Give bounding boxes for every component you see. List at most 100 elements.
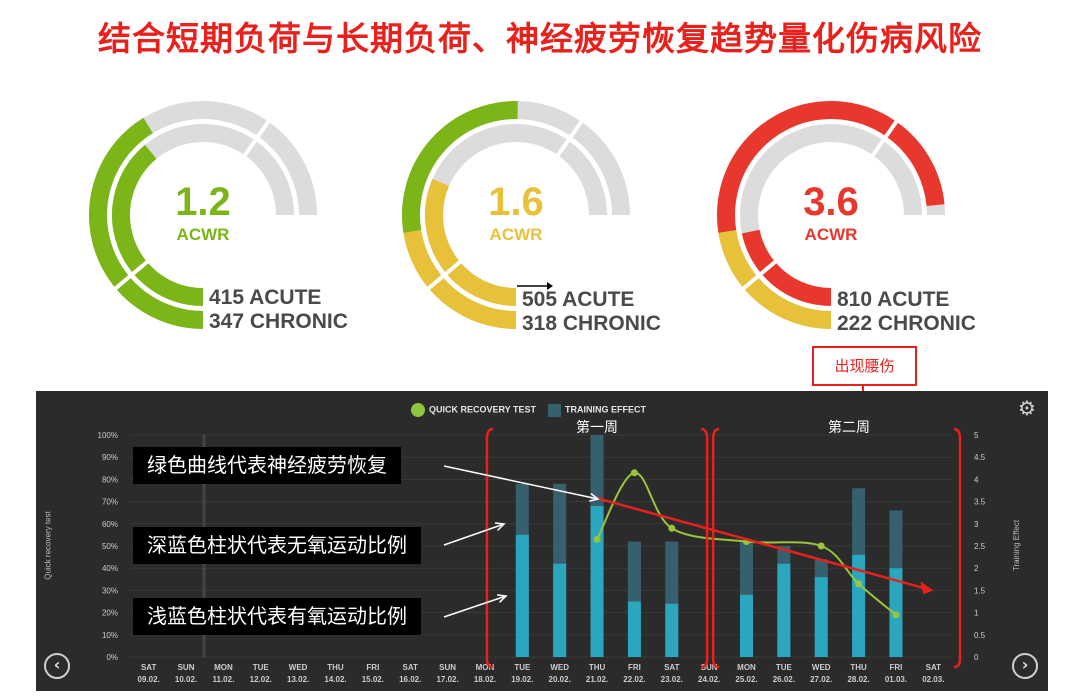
y-tick-right: 1 bbox=[974, 609, 979, 618]
y-tick-right: 4.5 bbox=[974, 453, 986, 462]
x-tick-day: FRI bbox=[628, 663, 641, 672]
callout-green-curve: 绿色曲线代表神经疲劳恢复 bbox=[133, 447, 401, 484]
x-tick-date: 19.02. bbox=[511, 675, 533, 684]
x-tick-date: 09.02. bbox=[138, 675, 160, 684]
y-tick-left: 40% bbox=[102, 564, 118, 573]
y-tick-left: 80% bbox=[102, 475, 118, 484]
small-arrow-icon bbox=[517, 282, 553, 290]
y-tick-left: 30% bbox=[102, 586, 118, 595]
x-tick-day: THU bbox=[850, 663, 867, 672]
acwr-gauge-2: 1.6 ACWR 505 ACUTE 318 CHRONIC bbox=[400, 100, 661, 340]
y-tick-right: 3 bbox=[974, 520, 979, 529]
x-tick-day: FRI bbox=[890, 663, 903, 672]
pointer-dark bbox=[443, 523, 505, 546]
x-tick-day: TUE bbox=[776, 663, 793, 672]
x-tick-date: 21.02. bbox=[586, 675, 608, 684]
legend-recovery-swatch bbox=[411, 403, 425, 417]
y-tick-left: 20% bbox=[102, 609, 118, 618]
legend-training-label: TRAINING EFFECT bbox=[565, 404, 647, 415]
acute-load: 415 ACUTE bbox=[209, 286, 322, 309]
gauge-separator bbox=[424, 258, 464, 293]
x-tick-day: SUN bbox=[178, 663, 195, 672]
gauge-ring-1 bbox=[89, 101, 317, 329]
week-bracket-left bbox=[485, 427, 494, 669]
bar-aerobic bbox=[515, 534, 529, 657]
acute-load: 505 ACUTE bbox=[522, 288, 635, 311]
acute-arc-low bbox=[403, 229, 517, 329]
chronic-arc bbox=[741, 229, 832, 306]
x-tick-day: MON bbox=[476, 663, 495, 672]
gauge-separator bbox=[739, 258, 779, 293]
y-tick-right: 0 bbox=[974, 653, 979, 662]
acwr-value: 1.6 bbox=[488, 180, 544, 224]
y-tick-right: 2 bbox=[974, 564, 979, 573]
x-tick-date: 26.02. bbox=[773, 675, 795, 684]
x-tick-date: 10.02. bbox=[175, 675, 197, 684]
page-title: 结合短期负荷与长期负荷、神经疲劳恢复趋势量化伤病风险 bbox=[98, 19, 982, 58]
acwr-value: 1.2 bbox=[175, 180, 231, 224]
x-tick-date: 14.02. bbox=[324, 675, 346, 684]
recovery-point bbox=[855, 580, 863, 588]
x-tick-date: 27.02. bbox=[810, 675, 832, 684]
acute-arc-low bbox=[718, 229, 832, 329]
y-tick-right: 5 bbox=[974, 431, 979, 440]
x-tick-day: SAT bbox=[926, 663, 942, 672]
x-tick-date: 22.02. bbox=[623, 675, 645, 684]
gauge-ring-2 bbox=[402, 101, 630, 329]
chronic-arc bbox=[425, 178, 517, 306]
next-page-button[interactable]: › bbox=[1012, 653, 1038, 679]
y-tick-left: 100% bbox=[98, 431, 118, 440]
x-tick-day: FRI bbox=[366, 663, 379, 672]
y-tick-left: 90% bbox=[102, 453, 118, 462]
acwr-label: ACWR bbox=[489, 225, 543, 244]
x-tick-date: 13.02. bbox=[287, 675, 309, 684]
y-tick-right: 4 bbox=[974, 475, 979, 484]
x-tick-date: 20.02. bbox=[549, 675, 571, 684]
x-tick-day: TUE bbox=[514, 663, 531, 672]
x-tick-day: MON bbox=[214, 663, 233, 672]
x-tick-date: 11.02. bbox=[213, 675, 235, 684]
recovery-point bbox=[817, 542, 825, 550]
gauge-ring-3 bbox=[717, 101, 945, 329]
x-tick-date: 15.02. bbox=[362, 675, 384, 684]
acwr-value: 3.6 bbox=[803, 180, 859, 224]
legend-recovery-label: QUICK RECOVERY TEST bbox=[429, 404, 537, 415]
y-tick-left: 60% bbox=[102, 520, 118, 529]
y-tick-right: 0.5 bbox=[974, 631, 986, 640]
chronic-load: 318 CHRONIC bbox=[522, 312, 661, 335]
acwr-label: ACWR bbox=[804, 225, 858, 244]
x-tick-day: MON bbox=[737, 663, 756, 672]
chronic-load: 347 CHRONIC bbox=[209, 310, 348, 333]
legend-training-swatch bbox=[548, 403, 562, 417]
x-tick-day: WED bbox=[289, 663, 308, 672]
recovery-point bbox=[593, 535, 601, 543]
pointer-light bbox=[443, 595, 507, 618]
week-bracket-right bbox=[701, 427, 709, 669]
x-tick-day: THU bbox=[327, 663, 344, 672]
gauge-separator bbox=[869, 117, 901, 159]
week-two-label: 第二周 bbox=[828, 420, 870, 436]
trend-arrow-line bbox=[592, 495, 926, 590]
acwr-gauge-1: 1.2 ACWR 415 ACUTE 347 CHRONIC bbox=[87, 100, 348, 340]
recovery-point bbox=[630, 469, 638, 477]
x-tick-day: SAT bbox=[664, 663, 680, 672]
pointer-green-head bbox=[589, 492, 600, 502]
x-tick-day: SUN bbox=[439, 663, 456, 672]
acute-arc-high bbox=[717, 101, 945, 233]
y-axis-left-title: Quick recovery test bbox=[43, 511, 53, 580]
trend-arrow-head bbox=[920, 581, 934, 595]
gauge-separator bbox=[111, 258, 151, 293]
x-tick-date: 23.02. bbox=[661, 675, 683, 684]
bar-aerobic bbox=[777, 563, 791, 657]
recovery-point bbox=[892, 611, 900, 619]
gauge-separator bbox=[554, 117, 586, 159]
prev-page-button[interactable]: ‹ bbox=[44, 653, 70, 679]
x-tick-date: 16.02. bbox=[399, 675, 421, 684]
callout-dark-bars: 深蓝色柱状代表无氧运动比例 bbox=[133, 527, 421, 564]
gear-icon[interactable]: ⚙ bbox=[1018, 396, 1036, 420]
x-tick-day: TUE bbox=[253, 663, 270, 672]
y-tick-left: 50% bbox=[102, 542, 118, 551]
acwr-gauge-3: 3.6 ACWR 810 ACUTE 222 CHRONIC bbox=[715, 100, 976, 340]
recovery-point bbox=[668, 524, 676, 532]
gauge-separator bbox=[241, 117, 273, 159]
